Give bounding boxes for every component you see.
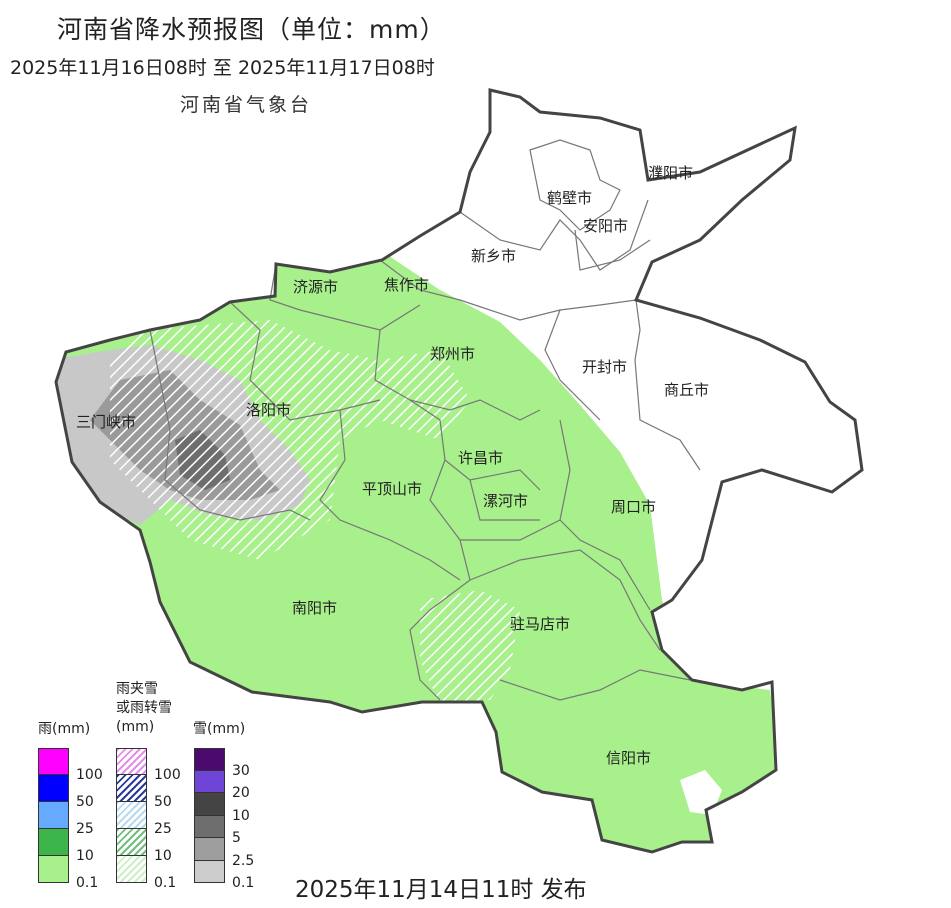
city-label: 驻马店市 bbox=[510, 615, 570, 633]
city-label: 开封市 bbox=[582, 358, 627, 376]
legend-snow-title: 雪(mm) bbox=[193, 721, 246, 737]
legend-label: 0.1 bbox=[154, 875, 177, 891]
city-label: 焦作市 bbox=[384, 276, 429, 294]
legend-swatch bbox=[38, 775, 69, 802]
legend-mixed-title-line: 或雨转雪 bbox=[116, 700, 172, 716]
mixed-precip-area bbox=[110, 320, 470, 560]
city-label: 濮阳市 bbox=[648, 164, 693, 182]
forecast-period: 2025年11月16日08时 至 2025年11月17日08时 bbox=[10, 57, 435, 79]
legend-mixed-title: 雨夹雪 或雨转雪 (mm) bbox=[116, 680, 172, 737]
legend-swatch bbox=[116, 775, 147, 802]
city-label: 许昌市 bbox=[458, 449, 503, 467]
legend-label: 25 bbox=[154, 821, 172, 837]
legend-label: 10 bbox=[154, 848, 172, 864]
legend-swatch bbox=[194, 770, 225, 793]
legend-swatch bbox=[38, 856, 69, 883]
legend-mixed-scale: 100 50 25 10 0.1 bbox=[116, 748, 181, 891]
city-label: 三门峡市 bbox=[76, 413, 136, 431]
legend-swatch bbox=[194, 793, 225, 816]
city-label: 济源市 bbox=[293, 278, 338, 296]
legend-label: 100 bbox=[76, 767, 103, 783]
legend-label: 5 bbox=[232, 830, 241, 846]
legend-swatch bbox=[38, 829, 69, 856]
city-label: 郑州市 bbox=[430, 345, 475, 363]
legend-mixed-title-line: 雨夹雪 bbox=[116, 681, 158, 697]
legend-label: 2.5 bbox=[232, 852, 255, 869]
city-label: 商丘市 bbox=[664, 381, 709, 399]
legend-swatch bbox=[38, 748, 69, 775]
legend-label: 0.1 bbox=[232, 875, 255, 891]
legend-label: 25 bbox=[76, 821, 94, 837]
legend-swatch bbox=[116, 829, 147, 856]
legend-label: 10 bbox=[232, 807, 250, 824]
legend-swatch bbox=[38, 802, 69, 829]
legend-rain-title: 雨(mm) bbox=[38, 721, 91, 737]
city-label: 新乡市 bbox=[471, 247, 516, 265]
legend-swatch bbox=[194, 748, 225, 771]
no-precip-pocket bbox=[680, 770, 722, 815]
issue-time: 2025年11月14日11时 发布 bbox=[295, 877, 587, 903]
legend-swatch bbox=[116, 856, 147, 883]
legend-label: 0.1 bbox=[76, 875, 99, 891]
legend-snow-scale: 30 20 10 5 2.5 0.1 bbox=[194, 748, 254, 891]
city-label: 洛阳市 bbox=[246, 401, 291, 419]
city-label: 漯河市 bbox=[483, 492, 528, 510]
city-label: 安阳市 bbox=[583, 217, 628, 235]
city-boundaries bbox=[149, 139, 701, 701]
legend-label: 50 bbox=[76, 794, 94, 810]
legend-label: 30 bbox=[232, 762, 250, 779]
city-label: 周口市 bbox=[611, 498, 656, 516]
legend-swatch bbox=[116, 802, 147, 829]
legend-label: 10 bbox=[76, 848, 94, 864]
agency-name: 河南省气象台 bbox=[180, 94, 313, 116]
mixed-precip-area-south bbox=[420, 590, 520, 705]
legend-label: 100 bbox=[154, 767, 181, 783]
legend-swatch bbox=[194, 838, 225, 861]
city-label: 信阳市 bbox=[606, 749, 651, 767]
legend-swatch bbox=[194, 815, 225, 838]
city-label: 南阳市 bbox=[292, 599, 337, 617]
legend-swatch bbox=[194, 860, 225, 883]
map-title: 河南省降水预报图（单位：mm） bbox=[57, 15, 446, 44]
legend-label: 50 bbox=[154, 794, 172, 810]
legend-rain-scale: 100 50 25 10 0.1 bbox=[38, 748, 103, 891]
legend-mixed-title-line: (mm) bbox=[116, 719, 155, 735]
city-label: 鹤壁市 bbox=[547, 189, 592, 207]
legend-label: 20 bbox=[232, 785, 250, 801]
city-label: 平顶山市 bbox=[362, 480, 422, 498]
legend-swatch bbox=[116, 748, 147, 775]
